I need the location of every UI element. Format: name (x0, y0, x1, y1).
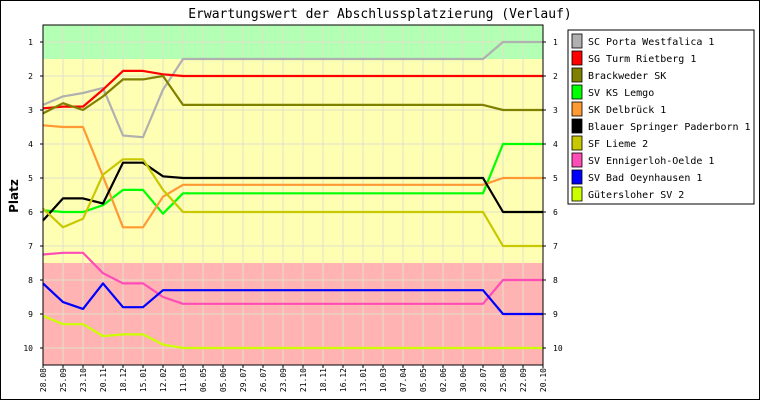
y-tick-label-left: 2 (28, 72, 33, 81)
y-tick-label-left: 6 (28, 208, 33, 217)
y-tick-label-right: 3 (553, 106, 558, 115)
y-tick-label-left: 7 (28, 242, 33, 251)
y-tick-label-left: 5 (28, 174, 33, 183)
y-tick-label-right: 4 (553, 140, 558, 149)
x-tick-label: 26.07 (259, 368, 268, 392)
y-axis-label: Platz (7, 179, 21, 213)
x-tick-label: 12.02 (159, 368, 168, 392)
legend-swatch-7 (571, 135, 583, 151)
series-lines (42, 40, 543, 350)
legend-swatch-2 (571, 50, 583, 66)
legend-entry-2: SG Turm Rietberg 1 (588, 54, 696, 65)
legend-entry-4: SV KS Lemgo (588, 88, 654, 99)
y-tick-label-right: 9 (553, 310, 558, 319)
y-tick-label-right: 6 (553, 208, 558, 217)
x-tick-label: 02.06 (439, 368, 448, 392)
y-tick-label-left: 9 (28, 310, 33, 319)
series-line-6 (42, 161, 543, 222)
x-tick-label: 18.11 (319, 368, 328, 392)
x-tick-label: 15.01 (139, 368, 148, 392)
x-tick-label: 20.11 (99, 368, 108, 392)
series-line-1 (42, 40, 543, 139)
x-tick-label: 07.04 (399, 368, 408, 392)
x-tick-label: 13.01 (359, 368, 368, 392)
x-tick-label: 23.10 (79, 368, 88, 392)
x-tick-label: 30.06 (459, 368, 468, 392)
series-line-4 (42, 142, 543, 215)
x-tick-label: 22.09 (519, 368, 528, 392)
series-line-2 (42, 69, 543, 110)
legend-box (567, 29, 755, 205)
legend-entry-3: Brackweder SK (588, 71, 666, 82)
legend-swatch-5 (571, 101, 583, 117)
x-tick-label: 05.05 (419, 368, 428, 392)
x-tick-labels: 28.08 25.09 23.10 20.11 18.12 15.01 12.02 11.03… (39, 365, 548, 392)
legend-swatch-6 (571, 118, 583, 134)
y-tick-label-right: 8 (553, 276, 558, 285)
legend-swatch-8 (571, 152, 583, 168)
x-tick-label: 16.12 (339, 368, 348, 392)
legend-entry-7: SF Lieme 2 (588, 139, 648, 150)
y-tick-label-right: 7 (553, 242, 558, 251)
legend-entry-8: SV Ennigerloh-Oelde 1 (588, 156, 714, 167)
legend-entry-10: Gütersloher SV 2 (588, 190, 684, 201)
x-tick-label: 23.09 (279, 368, 288, 392)
y-tick-label-right: 1 (553, 38, 558, 47)
series-line-9 (42, 282, 543, 316)
x-tick-label: 28.08 (39, 368, 48, 392)
series-line-10 (42, 314, 543, 350)
legend-swatch-1 (571, 33, 583, 49)
legend-swatch-9 (571, 169, 583, 185)
chart-title: Erwartungswert der Abschlussplatzierung … (188, 7, 572, 22)
y-tick-label-left: 10 (23, 344, 33, 353)
y-tick-label-right: 5 (553, 174, 558, 183)
legend-swatch-3 (571, 67, 583, 83)
legend-entry-6: Blauer Springer Paderborn 1 (588, 122, 751, 133)
x-tick-label: 10.03 (379, 368, 388, 392)
x-tick-label: 25.08 (499, 368, 508, 392)
y-tick-label-left: 8 (28, 276, 33, 285)
plot-frame (42, 24, 544, 366)
x-tick-label: 21.10 (299, 368, 308, 392)
series-line-8 (42, 251, 543, 305)
legend-entry-1: SC Porta Westfalica 1 (588, 37, 714, 48)
x-tick-label: 25.09 (59, 368, 68, 392)
series-line-5 (42, 124, 543, 229)
series-line-7 (42, 158, 543, 248)
legend: SC Porta Westfalica 1 SG Turm Rietberg 1 B… (567, 29, 755, 205)
x-tick-label: 18.12 (119, 368, 128, 392)
series-line-3 (42, 74, 543, 115)
y-tick-label-left: 1 (28, 38, 33, 47)
x-tick-label: 06.05 (199, 368, 208, 392)
x-tick-label: 28.07 (479, 368, 488, 392)
legend-entry-5: SK Delbrück 1 (588, 105, 666, 116)
legend-swatch-4 (571, 84, 583, 100)
x-tick-label: 29.07 (239, 368, 248, 392)
x-tick-label: 11.03 (179, 368, 188, 392)
legend-swatch-10 (571, 186, 583, 202)
y-tick-label-left: 4 (28, 140, 33, 149)
band-1 (43, 59, 543, 263)
y-tick-labels: 1 1 2 2 3 3 4 4 5 5 6 6 7 7 8 8 9 9 10 10 (23, 38, 562, 353)
legend-entry-9: SV Bad Oeynhausen 1 (588, 173, 702, 184)
x-tick-label: 20.10 (539, 368, 548, 392)
y-tick-label-left: 3 (28, 106, 33, 115)
y-tick-label-right: 2 (553, 72, 558, 81)
y-tick-label-right: 10 (553, 344, 563, 353)
x-tick-label: 05.06 (219, 368, 228, 392)
